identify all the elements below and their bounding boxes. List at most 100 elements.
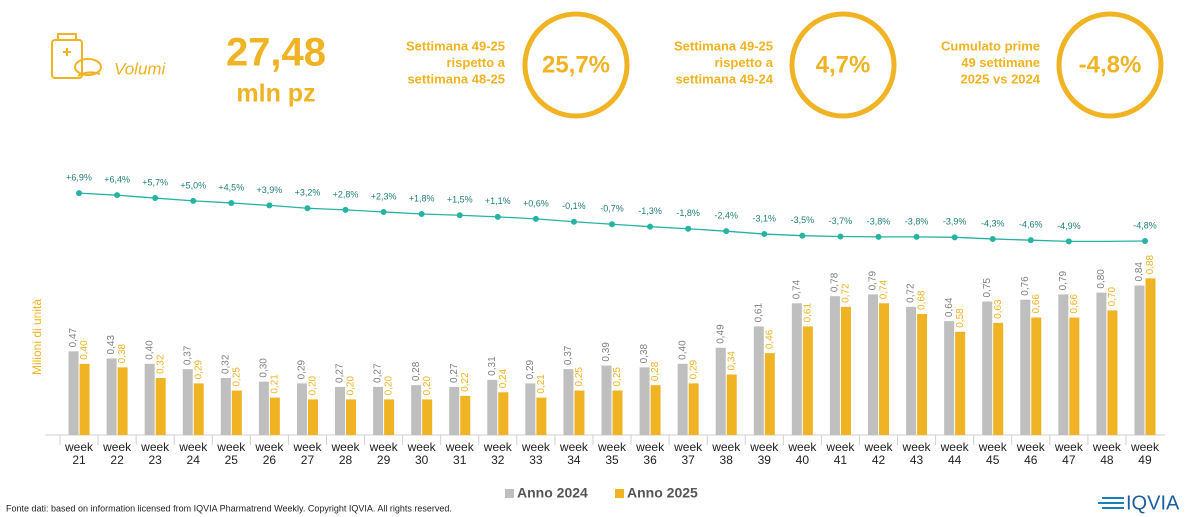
bar-value-label: 0,74 [792,279,803,299]
bar [269,397,280,435]
trend-label: -3,7% [829,216,853,226]
trend-point [837,233,844,240]
bar [449,386,460,435]
x-tick-label: week 39 [750,440,779,467]
bar-value-label: 0,40 [677,340,688,360]
trend-point [76,190,83,197]
bar [193,383,204,435]
bar [829,296,840,435]
trend-point [799,232,806,239]
x-tick-label: week 33 [521,440,550,467]
bar-value-label: 0,75 [982,278,993,298]
trend-point [1065,238,1072,245]
x-tick-label: week 40 [788,440,817,467]
x-tick-label: week 45 [978,440,1007,467]
bar [688,383,699,435]
trend-point [418,211,425,217]
bar [574,390,585,435]
trend-point [266,202,273,209]
bar [307,399,318,435]
product-icon [51,33,102,79]
bar-value-label: 0,32 [220,354,231,374]
trend-point [1141,238,1148,244]
bar [384,399,395,435]
trend-label: +3,9% [256,185,282,195]
x-tick-label: week 38 [712,440,741,467]
x-tick-label: week 48 [1092,440,1121,467]
x-tick-label: week 49 [1130,440,1159,467]
trend-point [685,225,692,232]
bar-value-label: 0,30 [259,358,270,378]
bar-value-label: 0,21 [536,374,547,394]
bar-value-label: 0,34 [726,351,737,371]
kpi-value: -4,8% [1079,51,1142,78]
bar-value-label: 0,79 [868,270,879,290]
x-tick-label: week 30 [407,440,436,467]
bar [411,385,422,435]
x-tick-label: week 22 [103,440,132,467]
trend-label: +1,5% [447,195,473,205]
trend-point [723,228,730,235]
trend-label: -4,3% [981,218,1005,228]
bar [879,303,890,435]
bar-value-label: 0,38 [117,343,128,363]
bar [563,369,574,435]
bar [840,306,851,435]
kpi-text: 2025 vs 2024 [960,71,1040,86]
bar [68,351,79,435]
kpi-text: Settimana 49-25 [674,38,773,53]
legend-label: Anno 2024 [517,485,588,501]
x-tick-label: week 29 [369,440,398,467]
trend-point [989,235,996,242]
trend-point [304,205,311,212]
kpi-text: Settimana 49-25 [406,38,505,53]
logo: IQVIA [1126,492,1180,514]
bar-value-label: 0,46 [764,329,775,349]
bar [117,367,128,435]
x-tick-label: week 21 [65,440,94,467]
bar-value-label: 0,29 [193,359,204,379]
bar [1096,292,1107,435]
bar-value-label: 0,78 [830,272,841,292]
bar [144,363,155,435]
total-value: 27,48 [226,31,326,75]
bar-value-label: 0,22 [460,372,471,392]
bar [487,379,498,435]
kpi-circle [522,11,630,119]
trend-point [761,231,768,238]
bar [1134,285,1145,435]
trend-label: -4,8% [1133,220,1157,230]
bar [1058,294,1069,435]
kpi-text: rispetto a [446,55,505,70]
trend-label: +1,8% [409,193,435,203]
y-axis-label: Milioni di unità [30,299,44,375]
bar-value-label: 0,20 [384,375,395,395]
kpi-circle [789,11,897,119]
trend-point [1027,237,1034,244]
x-tick-label: week 26 [255,440,284,467]
trend-label: -1,3% [638,206,662,216]
bar [868,294,879,435]
bar-value-label: 0,38 [639,343,650,363]
trend-point [190,197,197,204]
bar [296,383,307,435]
bar [993,322,1004,435]
trend-label: +4,5% [218,182,244,192]
kpi-text: 49 settimane [961,55,1040,70]
x-tick-label: week 25 [217,440,246,467]
x-tick-label: week 41 [826,440,855,467]
bar [612,390,623,435]
trend-point [380,208,387,215]
bar-value-label: 0,61 [753,303,764,323]
bar-value-label: 0,76 [1020,276,1031,296]
bar-value-label: 0,61 [803,303,814,323]
bar [650,385,661,435]
bar [677,363,688,435]
trend-point [342,206,349,213]
bar-value-label: 0,80 [1096,269,1107,289]
bar [258,381,269,435]
bar [346,399,357,435]
bar [639,367,650,435]
trend-label: +0,6% [523,198,549,208]
bar [1107,310,1118,435]
